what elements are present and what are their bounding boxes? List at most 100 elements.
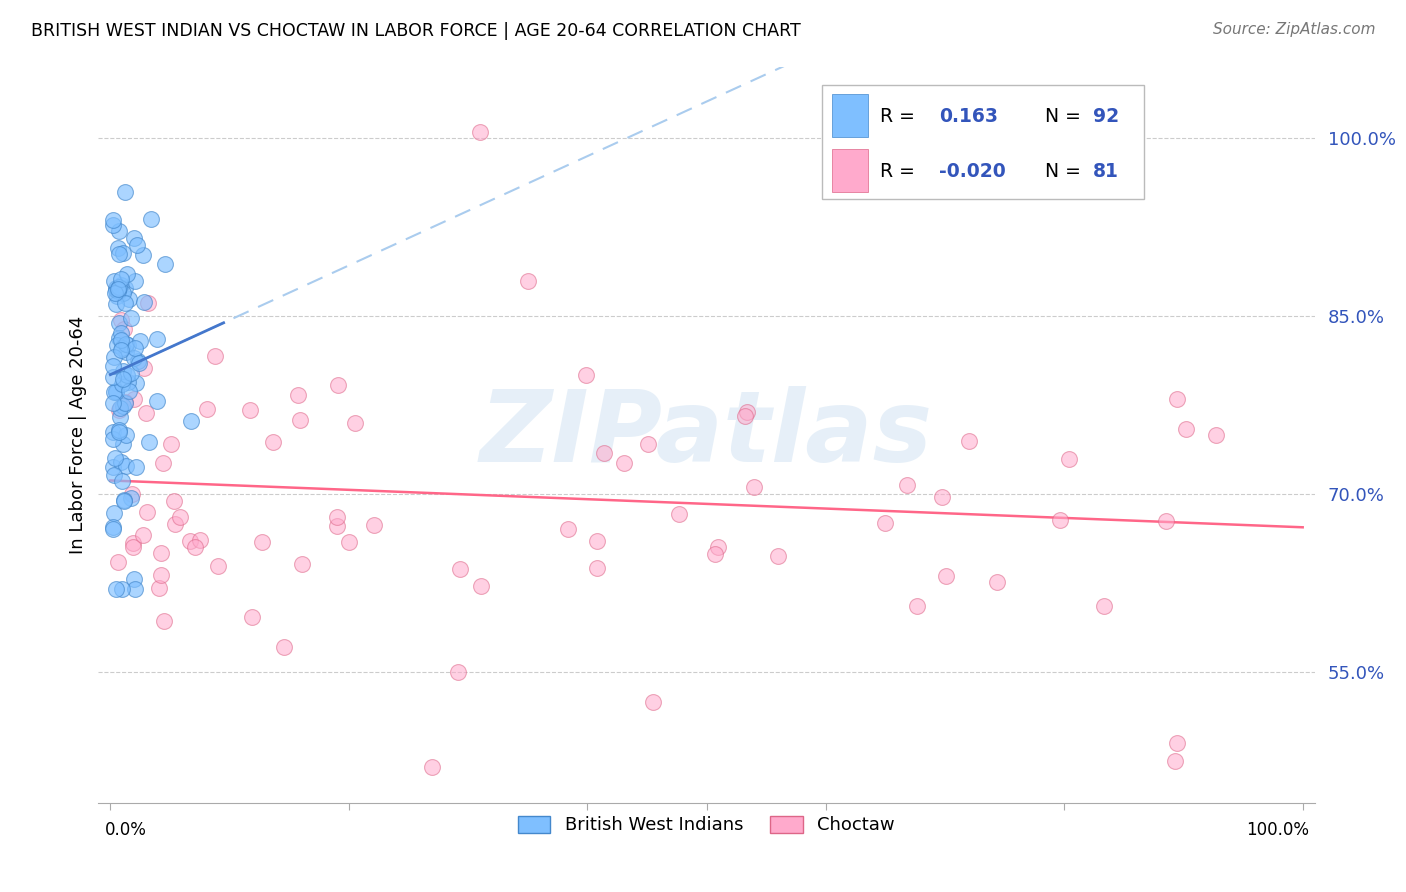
Text: 100.0%: 100.0% <box>1246 821 1309 838</box>
British West Indians <box>115 458 138 473</box>
Choctaw <box>163 494 186 508</box>
Choctaw <box>516 274 538 288</box>
British West Indians <box>120 366 142 380</box>
British West Indians <box>115 345 138 359</box>
British West Indians <box>107 247 129 261</box>
British West Indians <box>122 231 145 245</box>
British West Indians <box>180 414 202 428</box>
Choctaw <box>420 760 443 774</box>
British West Indians <box>105 338 128 352</box>
Choctaw <box>195 401 218 416</box>
British West Indians <box>110 455 132 469</box>
British West Indians <box>105 297 128 311</box>
Choctaw <box>873 516 896 531</box>
Choctaw <box>114 394 136 409</box>
Text: 0.163: 0.163 <box>939 107 998 126</box>
Choctaw <box>159 437 181 451</box>
British West Indians <box>111 474 134 488</box>
Text: BRITISH WEST INDIAN VS CHOCTAW IN LABOR FORCE | AGE 20-64 CORRELATION CHART: BRITISH WEST INDIAN VS CHOCTAW IN LABOR … <box>31 22 800 40</box>
Choctaw <box>586 534 609 549</box>
Choctaw <box>250 534 273 549</box>
Choctaw <box>121 487 143 501</box>
British West Indians <box>111 376 134 391</box>
British West Indians <box>103 385 125 400</box>
British West Indians <box>101 218 124 232</box>
Text: 81: 81 <box>1094 161 1119 181</box>
Choctaw <box>262 434 284 449</box>
Choctaw <box>121 536 143 550</box>
Choctaw <box>707 540 730 554</box>
British West Indians <box>110 410 132 425</box>
British West Indians <box>101 396 124 410</box>
Text: 92: 92 <box>1094 107 1119 126</box>
Choctaw <box>735 405 758 419</box>
Choctaw <box>153 614 176 628</box>
Choctaw <box>986 574 1008 589</box>
Y-axis label: In Labor Force | Age 20-64: In Labor Force | Age 20-64 <box>69 316 87 554</box>
Choctaw <box>468 125 491 139</box>
British West Indians <box>114 296 136 310</box>
Choctaw <box>122 540 145 554</box>
Choctaw <box>931 125 953 139</box>
Choctaw <box>148 581 170 595</box>
Choctaw <box>742 480 765 494</box>
Choctaw <box>1166 736 1188 750</box>
Choctaw <box>132 361 155 376</box>
British West Indians <box>112 492 135 507</box>
Choctaw <box>470 579 492 593</box>
Choctaw <box>1166 392 1188 407</box>
Choctaw <box>641 695 664 709</box>
British West Indians <box>107 282 129 296</box>
Text: Source: ZipAtlas.com: Source: ZipAtlas.com <box>1212 22 1375 37</box>
British West Indians <box>107 241 129 255</box>
Choctaw <box>135 406 157 420</box>
British West Indians <box>122 351 145 366</box>
Choctaw <box>273 640 295 654</box>
British West Indians <box>124 274 146 288</box>
Choctaw <box>1057 452 1080 467</box>
British West Indians <box>110 272 132 286</box>
British West Indians <box>112 246 135 260</box>
Text: N =: N = <box>1045 161 1087 181</box>
British West Indians <box>114 185 136 199</box>
British West Indians <box>103 506 125 520</box>
British West Indians <box>125 376 148 391</box>
British West Indians <box>111 285 134 300</box>
British West Indians <box>114 427 136 442</box>
Choctaw <box>344 416 367 430</box>
Choctaw <box>1175 422 1198 436</box>
British West Indians <box>104 285 127 300</box>
British West Indians <box>111 342 134 356</box>
Choctaw <box>1092 599 1115 614</box>
British West Indians <box>118 384 141 398</box>
Choctaw <box>122 392 145 406</box>
British West Indians <box>145 332 167 346</box>
Choctaw <box>204 349 226 363</box>
Legend: British West Indians, Choctaw: British West Indians, Choctaw <box>510 808 903 842</box>
British West Indians <box>107 284 129 298</box>
British West Indians <box>108 223 131 237</box>
Choctaw <box>184 541 207 555</box>
British West Indians <box>104 283 127 297</box>
British West Indians <box>111 364 134 378</box>
Choctaw <box>287 388 309 402</box>
Choctaw <box>152 456 174 470</box>
Bar <box>832 95 869 136</box>
British West Indians <box>107 423 129 437</box>
British West Indians <box>101 213 124 227</box>
British West Indians <box>101 432 124 446</box>
Choctaw <box>149 546 172 560</box>
Choctaw <box>188 533 211 547</box>
British West Indians <box>115 337 138 351</box>
British West Indians <box>101 359 124 374</box>
Choctaw <box>957 434 980 448</box>
Choctaw <box>108 403 131 417</box>
Choctaw <box>207 558 229 573</box>
British West Indians <box>117 338 139 352</box>
British West Indians <box>124 572 146 586</box>
Choctaw <box>1049 513 1071 527</box>
Choctaw <box>150 568 173 582</box>
Choctaw <box>896 478 918 492</box>
FancyBboxPatch shape <box>823 86 1144 200</box>
British West Indians <box>124 582 146 596</box>
